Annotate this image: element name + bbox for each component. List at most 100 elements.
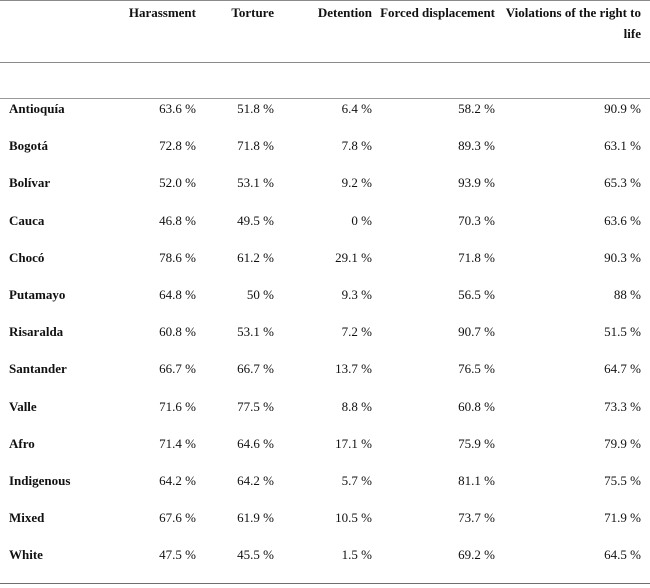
table-cell: 75.5 % [604, 473, 641, 488]
table-row: Bogotá 72.8 % 71.8 % 7.8 % 89.3 % 63.1 % [0, 136, 650, 156]
table-cell: 61.9 % [237, 510, 274, 525]
table-row: White 47.5 % 45.5 % 1.5 % 69.2 % 64.5 % [0, 545, 650, 565]
row-label: Mixed [9, 510, 45, 525]
table-cell: 64.6 % [237, 436, 274, 451]
table-cell: 71.8 % [237, 138, 274, 153]
row-label: Indigenous [9, 473, 71, 488]
table-cell: 90.7 % [458, 324, 495, 339]
table-cell: 89.3 % [458, 138, 495, 153]
table-cell: 66.7 % [159, 361, 196, 376]
table-cell: 90.9 % [604, 101, 641, 116]
row-label: Bogotá [9, 138, 48, 153]
header-torture: Torture [231, 5, 274, 20]
table-cell: 78.6 % [159, 250, 196, 265]
header-violations-right-to-life: Violations of the right to life [505, 5, 641, 41]
table-cell: 49.5 % [237, 213, 274, 228]
table-cell: 64.8 % [159, 287, 196, 302]
header-detention: Detention [317, 5, 372, 20]
table-cell: 75.9 % [458, 436, 495, 451]
table-cell: 67.6 % [159, 510, 196, 525]
row-label: Antioquía [9, 101, 65, 116]
table-row: Bolívar 52.0 % 53.1 % 9.2 % 93.9 % 65.3 % [0, 173, 650, 193]
table-cell: 93.9 % [458, 175, 495, 190]
row-label: White [9, 547, 43, 562]
table-cell: 71.4 % [159, 436, 196, 451]
table-cell: 58.2 % [458, 101, 495, 116]
table-cell: 8.8 % [341, 399, 372, 414]
table-cell: 73.7 % [458, 510, 495, 525]
table-cell: 64.7 % [604, 361, 641, 376]
row-label: Santander [9, 361, 67, 376]
table-cell: 70.3 % [458, 213, 495, 228]
table-cell: 13.7 % [335, 361, 372, 376]
table-cell: 47.5 % [159, 547, 196, 562]
table-cell: 73.3 % [604, 399, 641, 414]
table-row: Cauca 46.8 % 49.5 % 0 % 70.3 % 63.6 % [0, 211, 650, 231]
table-row: Valle 71.6 % 77.5 % 8.8 % 60.8 % 73.3 % [0, 397, 650, 417]
table-cell: 0 % [351, 213, 372, 228]
table-row: Chocó 78.6 % 61.2 % 29.1 % 71.8 % 90.3 % [0, 248, 650, 268]
table-cell: 7.2 % [341, 324, 372, 339]
table-cell: 50 % [246, 287, 274, 302]
table-cell: 72.8 % [159, 138, 196, 153]
row-label: Cauca [9, 213, 45, 228]
table-cell: 66.7 % [237, 361, 274, 376]
table-cell: 46.8 % [159, 213, 196, 228]
table-cell: 1.5 % [341, 547, 372, 562]
table-cell: 60.8 % [458, 399, 495, 414]
table-cell: 77.5 % [237, 399, 274, 414]
table-cell: 17.1 % [335, 436, 372, 451]
table-cell: 64.2 % [159, 473, 196, 488]
table-cell: 63.1 % [604, 138, 641, 153]
table-row: Risaralda 60.8 % 53.1 % 7.2 % 90.7 % 51.5 % [0, 322, 650, 342]
table-row: Antioquía 63.6 % 51.8 % 6.4 % 58.2 % 90.9 % [0, 99, 650, 119]
row-label: Risaralda [9, 324, 64, 339]
row-label: Putamayo [9, 287, 66, 302]
row-label: Bolívar [9, 175, 51, 190]
table-cell: 88 % [613, 287, 641, 302]
table-cell: 52.0 % [159, 175, 196, 190]
table-bottom-rule [0, 583, 650, 584]
table-cell: 90.3 % [604, 250, 641, 265]
table-cell: 65.3 % [604, 175, 641, 190]
table-cell: 53.1 % [237, 175, 274, 190]
table-row: Afro 71.4 % 64.6 % 17.1 % 75.9 % 79.9 % [0, 434, 650, 454]
table-cell: 69.2 % [458, 547, 495, 562]
table-cell: 7.8 % [341, 138, 372, 153]
table-cell: 71.6 % [159, 399, 196, 414]
table-cell: 81.1 % [458, 473, 495, 488]
table-cell: 79.9 % [604, 436, 641, 451]
table-cell: 6.4 % [341, 101, 372, 116]
header-forced-displacement: Forced displacement [380, 5, 495, 20]
table-cell: 51.5 % [604, 324, 641, 339]
header-bottom-rule [0, 62, 650, 63]
table-row: Putamayo 64.8 % 50 % 9.3 % 56.5 % 88 % [0, 285, 650, 305]
table-cell: 29.1 % [335, 250, 372, 265]
table-cell: 51.8 % [237, 101, 274, 116]
table-cell: 64.5 % [604, 547, 641, 562]
table-cell: 61.2 % [237, 250, 274, 265]
table-row: Mixed 67.6 % 61.9 % 10.5 % 73.7 % 71.9 % [0, 508, 650, 528]
header-harassment: Harassment [128, 5, 196, 20]
table-cell: 9.2 % [341, 175, 372, 190]
table-cell: 53.1 % [237, 324, 274, 339]
table-cell: 64.2 % [237, 473, 274, 488]
row-label: Valle [9, 399, 37, 414]
row-label: Chocó [9, 250, 45, 265]
table-cell: 71.8 % [458, 250, 495, 265]
table-cell: 60.8 % [159, 324, 196, 339]
table-cell: 56.5 % [458, 287, 495, 302]
table-row: Indigenous 64.2 % 64.2 % 5.7 % 81.1 % 75.5 % [0, 471, 650, 491]
table-cell: 9.3 % [341, 287, 372, 302]
table-cell: 71.9 % [604, 510, 641, 525]
table-cell: 63.6 % [159, 101, 196, 116]
table-cell: 63.6 % [604, 213, 641, 228]
table-cell: 76.5 % [458, 361, 495, 376]
table-top-rule [0, 0, 650, 1]
table-cell: 10.5 % [335, 510, 372, 525]
table-cell: 5.7 % [341, 473, 372, 488]
table-cell: 45.5 % [237, 547, 274, 562]
row-label: Afro [9, 436, 35, 451]
body-top-rule [0, 98, 650, 99]
table-row: Santander 66.7 % 66.7 % 13.7 % 76.5 % 64.7 % [0, 359, 650, 379]
